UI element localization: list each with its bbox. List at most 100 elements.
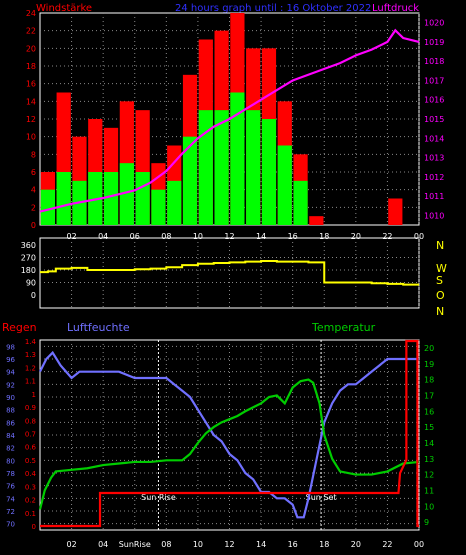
- pressure-tick-label: 1012: [424, 173, 444, 182]
- rain-line: [40, 339, 419, 528]
- wind-pressure-panel: Windstärke 24 hours graph until : 16 Okt…: [26, 3, 445, 241]
- wind-average-bar: [119, 163, 134, 225]
- luftfeuchte-label: Luftfeuchte: [67, 321, 130, 334]
- wind-gust-bar: [309, 216, 324, 225]
- wind-x-tick-label: 06: [130, 232, 140, 241]
- humidity-tick-label: 86: [6, 419, 15, 427]
- pressure-y-axis: 1010 1011 1012 1013 1014 1015 1016 1017 1018 1019…: [424, 19, 444, 221]
- rain-tick-label: 0: [32, 523, 36, 531]
- wind-average-bar: [293, 180, 308, 225]
- climate-x-tick-label: 04: [98, 540, 108, 549]
- humidity-tick-label: 88: [6, 407, 15, 415]
- rain-tick-label: 0.3: [25, 483, 36, 491]
- climate-x-tick-label: 10: [193, 540, 203, 549]
- wind-average-bar: [277, 145, 292, 225]
- wind-x-tick-label: 20: [351, 232, 361, 241]
- temperature-tick-label: 11: [424, 486, 434, 495]
- wind-gust-bar: [388, 198, 403, 225]
- climate-x-tick-label: 18: [319, 540, 329, 549]
- climate-x-tick-label: 14: [256, 540, 266, 549]
- humidity-series: [39, 350, 419, 519]
- climate-x-tick-label: 02: [66, 540, 76, 549]
- wind-tick-label: 4: [31, 186, 36, 195]
- compass-letter: N: [436, 305, 444, 318]
- wind-average-bar: [198, 110, 213, 225]
- wind-average-bar: [167, 180, 182, 225]
- wind-x-axis: 02 04 06 08 10 12 14 16 18 20 22 00: [66, 232, 424, 241]
- climate-x-tick-label: 20: [351, 540, 361, 549]
- wind-x-tick-label: 02: [66, 232, 76, 241]
- climate-x-tick-label: 00: [414, 540, 424, 549]
- climate-x-tick-label: 08: [161, 540, 171, 549]
- wind-average-bar: [182, 136, 198, 225]
- humidity-tick-label: 80: [6, 457, 15, 465]
- rain-humidity-temp-panel: Regen Luftfeuchte Temperatur Sun Rise Sun…: [2, 321, 434, 549]
- wind-average-bar: [214, 110, 229, 225]
- temperature-tick-label: 10: [424, 502, 434, 511]
- rain-tick-label: 0.2: [25, 497, 36, 505]
- climate-x-tick-label: 22: [382, 540, 392, 549]
- humidity-tick-label: 98: [6, 343, 15, 351]
- temperatur-label: Temperatur: [311, 321, 376, 334]
- direction-y-axis: 0 90 180 270 360: [21, 241, 36, 300]
- pressure-line: [39, 28, 420, 213]
- rain-tick-label: 1: [32, 391, 36, 399]
- wind-average-bar: [40, 189, 56, 225]
- sun-marker-label: Sun Rise: [141, 493, 176, 502]
- wind-tick-label: 16: [26, 80, 36, 89]
- climate-x-tick-label: 12: [224, 540, 234, 549]
- compass-letter: N: [436, 239, 444, 252]
- temperature-tick-label: 16: [424, 407, 434, 416]
- climate-x-tick-label: SunRise: [119, 540, 151, 549]
- climate-x-axis: 02 04 SunRise 08 10 12 14 16 18 20 22 00: [66, 540, 424, 549]
- wind-tick-label: 14: [26, 97, 36, 106]
- sun-marker-label: Sun Set: [306, 493, 337, 502]
- rain-tick-label: 0.7: [25, 431, 36, 439]
- rain-tick-label: 1.2: [25, 364, 36, 372]
- pressure-tick-label: 1016: [424, 96, 444, 105]
- humidity-tick-label: 84: [6, 432, 15, 440]
- humidity-tick-label: 70: [6, 521, 15, 529]
- temperature-y-axis: 9 10 11 12 13 14 15 16 17 18 19 20: [424, 344, 434, 527]
- pressure-tick-label: 1020: [424, 19, 444, 28]
- rain-tick-label: 1.1: [25, 378, 36, 386]
- direction-grid: [40, 238, 420, 308]
- direction-plot-frame: [39, 237, 420, 309]
- climate-grid: [40, 340, 420, 530]
- pressure-tick-label: 1015: [424, 115, 444, 124]
- wind-average-bar: [135, 172, 150, 225]
- wind-average-bar: [261, 119, 277, 225]
- temperature-tick-label: 14: [424, 439, 434, 448]
- temperature-tick-label: 9: [424, 518, 429, 527]
- direction-series: [40, 259, 419, 286]
- direction-tick-label: 90: [26, 279, 36, 288]
- wind-average-bar: [103, 172, 119, 225]
- luftdruck-label: Luftdruck: [372, 3, 419, 14]
- wind-x-tick-label: 14: [256, 232, 266, 241]
- wind-x-tick-label: 12: [224, 232, 234, 241]
- direction-line: [40, 259, 419, 286]
- direction-tick-label: 180: [21, 266, 36, 275]
- humidity-tick-label: 74: [6, 495, 15, 503]
- wind-average-bar: [151, 189, 166, 225]
- humidity-tick-label: 72: [6, 508, 15, 516]
- humidity-tick-label: 82: [6, 445, 15, 453]
- wind-x-tick-label: 18: [319, 232, 329, 241]
- wind-average-bar: [56, 172, 71, 225]
- humidity-tick-label: 96: [6, 356, 15, 364]
- temperature-line: [38, 378, 420, 510]
- temperature-tick-label: 15: [424, 423, 434, 432]
- pressure-tick-label: 1018: [424, 57, 444, 66]
- temperature-tick-label: 17: [424, 391, 434, 400]
- regen-label: Regen: [2, 321, 37, 334]
- wind-average-bar: [246, 110, 261, 225]
- wind-x-tick-label: 08: [161, 232, 171, 241]
- climate-x-tick-label: 16: [288, 540, 298, 549]
- wind-x-tick-label: 04: [98, 232, 108, 241]
- rain-tick-label: 1.4: [25, 338, 37, 346]
- wind-x-tick-label: 16: [288, 232, 298, 241]
